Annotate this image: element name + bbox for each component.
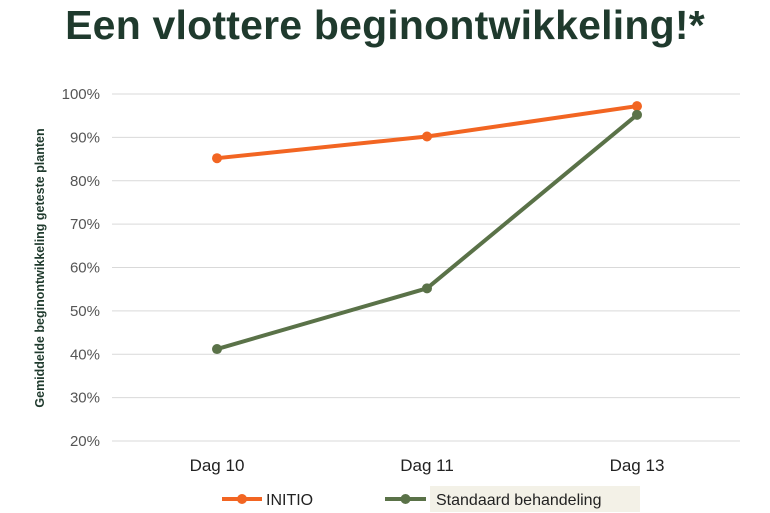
legend-label: Standaard behandeling — [436, 492, 601, 509]
y-tick-label: 40% — [70, 346, 100, 363]
y-tick-label: 30% — [70, 390, 100, 407]
x-tick-label: Dag 11 — [400, 456, 454, 475]
y-axis-title: Gemiddelde beginontwikkeling geteste pla… — [33, 128, 47, 407]
gridlines — [112, 93, 740, 442]
legend-item-standaard: Standaard behandeling — [385, 486, 640, 512]
y-tick-label: 80% — [70, 173, 100, 190]
y-tick-label: 60% — [70, 260, 100, 277]
x-tick-label: Dag 10 — [190, 456, 245, 475]
data-point-standaard — [422, 283, 432, 294]
y-tick-label: 100% — [62, 86, 100, 103]
legend-item-initio: INITIO — [222, 492, 313, 509]
data-point-initio — [212, 153, 222, 164]
y-tick-label: 50% — [70, 303, 100, 320]
series-initio — [212, 101, 642, 164]
y-axis-ticks: 20% 30% 40% 50% 60% 70% 80% 90% 100% — [62, 86, 100, 450]
data-point-standaard — [212, 344, 222, 355]
chart-title: Een vlottere beginontwikkeling!* — [65, 2, 705, 48]
series — [212, 101, 642, 355]
data-point-standaard — [632, 109, 642, 120]
y-tick-label: 70% — [70, 216, 100, 233]
legend-marker — [237, 494, 247, 504]
legend: INITIO Standaard behandeling — [222, 486, 640, 512]
data-point-initio — [632, 101, 642, 112]
y-tick-label: 90% — [70, 129, 100, 146]
legend-marker — [400, 494, 411, 504]
y-tick-label: 20% — [70, 433, 100, 450]
series-standaard — [212, 109, 642, 355]
x-tick-label: Dag 13 — [610, 456, 665, 475]
x-axis-ticks: Dag 10 Dag 11 Dag 13 — [190, 456, 665, 475]
legend-label: INITIO — [266, 492, 313, 509]
legend-label-highlight — [430, 486, 640, 512]
data-point-initio — [422, 131, 432, 142]
